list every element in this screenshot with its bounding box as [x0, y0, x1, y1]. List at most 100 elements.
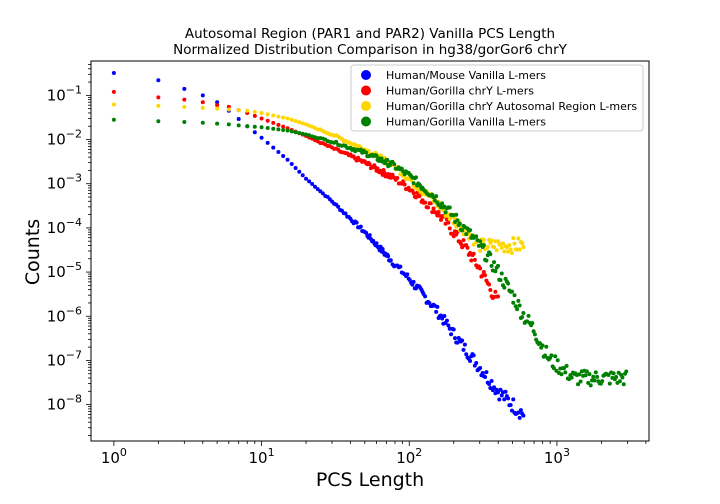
data-point	[431, 206, 436, 211]
data-point	[489, 263, 494, 268]
y-tick-label: 10−6	[47, 304, 82, 325]
data-point	[481, 243, 486, 248]
data-point	[289, 129, 294, 134]
data-point	[388, 175, 393, 180]
series-2-points	[111, 89, 501, 300]
data-point	[559, 372, 564, 377]
data-point	[484, 258, 489, 263]
data-point	[549, 353, 554, 358]
data-point	[457, 221, 462, 226]
data-point	[489, 379, 494, 384]
data-point	[496, 263, 501, 268]
data-point	[516, 236, 521, 241]
data-point	[503, 389, 508, 394]
data-point	[281, 115, 286, 120]
y-tick-label: 10−5	[47, 260, 82, 281]
data-point	[215, 121, 220, 126]
data-point	[320, 191, 325, 196]
data-point	[496, 390, 501, 395]
data-point	[312, 184, 317, 189]
data-point	[488, 287, 493, 292]
data-point	[215, 106, 220, 111]
data-point	[438, 313, 443, 318]
data-point	[271, 145, 276, 150]
data-point	[304, 132, 309, 137]
data-point	[449, 332, 454, 337]
data-point	[423, 294, 428, 299]
data-point	[281, 124, 286, 129]
legend-label: Human/Gorilla chrY Autosomal Region L-me…	[386, 100, 637, 113]
data-point	[520, 241, 525, 246]
data-point	[285, 157, 290, 162]
data-point	[551, 366, 556, 371]
data-point	[508, 247, 513, 252]
x-axis-ticks: 100 101 102 103	[101, 441, 647, 467]
data-point	[454, 212, 459, 217]
data-point	[483, 374, 488, 379]
data-point	[447, 226, 452, 231]
data-point	[297, 120, 302, 125]
data-point	[498, 387, 503, 392]
data-point	[611, 371, 616, 376]
data-point	[367, 233, 372, 238]
data-point	[111, 102, 116, 107]
data-point	[374, 241, 379, 246]
data-point	[293, 130, 298, 135]
data-point	[405, 272, 410, 277]
data-point	[502, 249, 507, 254]
data-point	[392, 162, 397, 167]
data-point	[530, 321, 535, 326]
data-point	[521, 311, 526, 316]
data-point	[304, 122, 309, 127]
data-point	[388, 258, 393, 263]
data-point	[496, 294, 501, 299]
data-point	[578, 379, 583, 384]
x-tick-label: 101	[249, 446, 275, 467]
data-point	[200, 120, 205, 125]
data-point	[617, 379, 622, 384]
data-point	[226, 107, 231, 112]
data-point	[200, 100, 205, 105]
data-point	[415, 190, 420, 195]
data-point	[447, 217, 452, 222]
data-point	[276, 114, 281, 119]
data-point	[156, 119, 161, 124]
data-point	[509, 251, 514, 256]
data-point	[592, 378, 597, 383]
data-point	[402, 182, 407, 187]
data-point	[502, 285, 507, 290]
data-point	[443, 210, 448, 215]
data-point	[564, 363, 569, 368]
data-point	[380, 246, 385, 251]
data-point	[553, 354, 558, 359]
data-point	[478, 365, 483, 370]
data-point	[182, 104, 187, 109]
data-point	[478, 239, 483, 244]
data-point	[300, 173, 305, 178]
data-point	[358, 224, 363, 229]
data-point	[518, 408, 523, 413]
data-point	[488, 252, 493, 257]
data-point	[606, 373, 611, 378]
data-point	[310, 181, 315, 186]
data-point	[563, 370, 568, 375]
data-point	[506, 281, 511, 286]
plot-area: 100 101 102 103 10−810−710−610−510−410−310−…	[47, 60, 650, 467]
data-point	[411, 181, 416, 186]
chart-title-line2: Normalized Distribution Comparison in hg…	[173, 42, 568, 58]
data-point	[411, 191, 416, 196]
data-points	[111, 71, 629, 420]
data-point	[511, 236, 516, 241]
data-point	[464, 232, 469, 237]
data-point	[245, 108, 250, 113]
data-point	[236, 108, 241, 113]
data-point	[499, 245, 504, 250]
data-point	[472, 257, 477, 262]
legend-box	[350, 64, 644, 132]
data-point	[499, 271, 504, 276]
data-point	[515, 307, 520, 312]
y-tick-label: 10−4	[47, 216, 82, 237]
data-point	[460, 338, 465, 343]
data-point	[379, 156, 384, 161]
data-point	[436, 209, 441, 214]
